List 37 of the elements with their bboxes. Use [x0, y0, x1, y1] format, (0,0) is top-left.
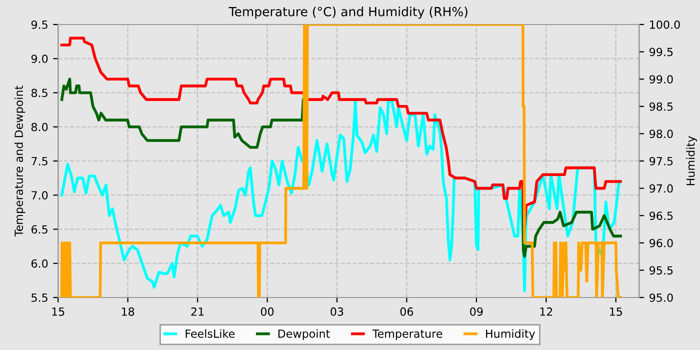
- y2-tick-label: 99.5: [650, 48, 673, 56]
- y-tick-label: 7.0: [32, 191, 48, 200]
- x-tick-label: 18: [122, 307, 134, 316]
- y2-tick-label: 98.0: [650, 130, 673, 138]
- y2-tick-label: 99.0: [650, 75, 673, 84]
- x-tick-label: 12: [540, 307, 552, 316]
- y-tick-label: 7.5: [32, 157, 48, 166]
- y-tick-label: 9.5: [31, 20, 48, 29]
- x-tick-label: 00: [260, 307, 274, 316]
- y2-tick-label: 100.0: [650, 20, 680, 29]
- y-tick-label: 5.5: [32, 294, 48, 302]
- legend-label: FeelsLike: [186, 329, 235, 338]
- y2-tick-label: 97.0: [650, 184, 673, 193]
- x-tick-label: 03: [330, 307, 344, 316]
- y-tick-label: 8.5: [31, 88, 48, 98]
- y-tick-label: 8.0: [31, 122, 48, 132]
- y2-axis-title: Humidity: [686, 136, 697, 186]
- x-tick-label: 15: [610, 308, 622, 316]
- x-tick-label: 21: [191, 307, 204, 316]
- x-tick-label: 06: [400, 307, 414, 316]
- y-tick-label: 6.0: [31, 259, 48, 268]
- y2-tick-label: 95.0: [650, 293, 673, 302]
- legend-label: Humidity: [486, 329, 536, 340]
- y-tick-label: 6.5: [31, 225, 48, 234]
- y2-tick-label: 98.5: [650, 102, 673, 111]
- y2-tick-label: 96.0: [650, 238, 673, 248]
- x-tick-label: 15: [52, 308, 64, 316]
- x-tick-label: 09: [470, 307, 483, 316]
- y-tick-label: 9.0: [31, 54, 48, 64]
- y2-tick-label: 96.5: [650, 212, 673, 220]
- legend-label: Temperature: [372, 330, 442, 340]
- y2-tick-label: 97.5: [650, 156, 673, 166]
- line-series: [60, 24, 622, 298]
- y2-tick-label: 95.5: [650, 266, 673, 275]
- y-axis-title: Temperature and Dewpoint: [14, 86, 26, 237]
- chart-title: Temperature (°C) and Humidity (RH%): [228, 6, 468, 19]
- legend-label: Dewpoint: [278, 329, 330, 340]
